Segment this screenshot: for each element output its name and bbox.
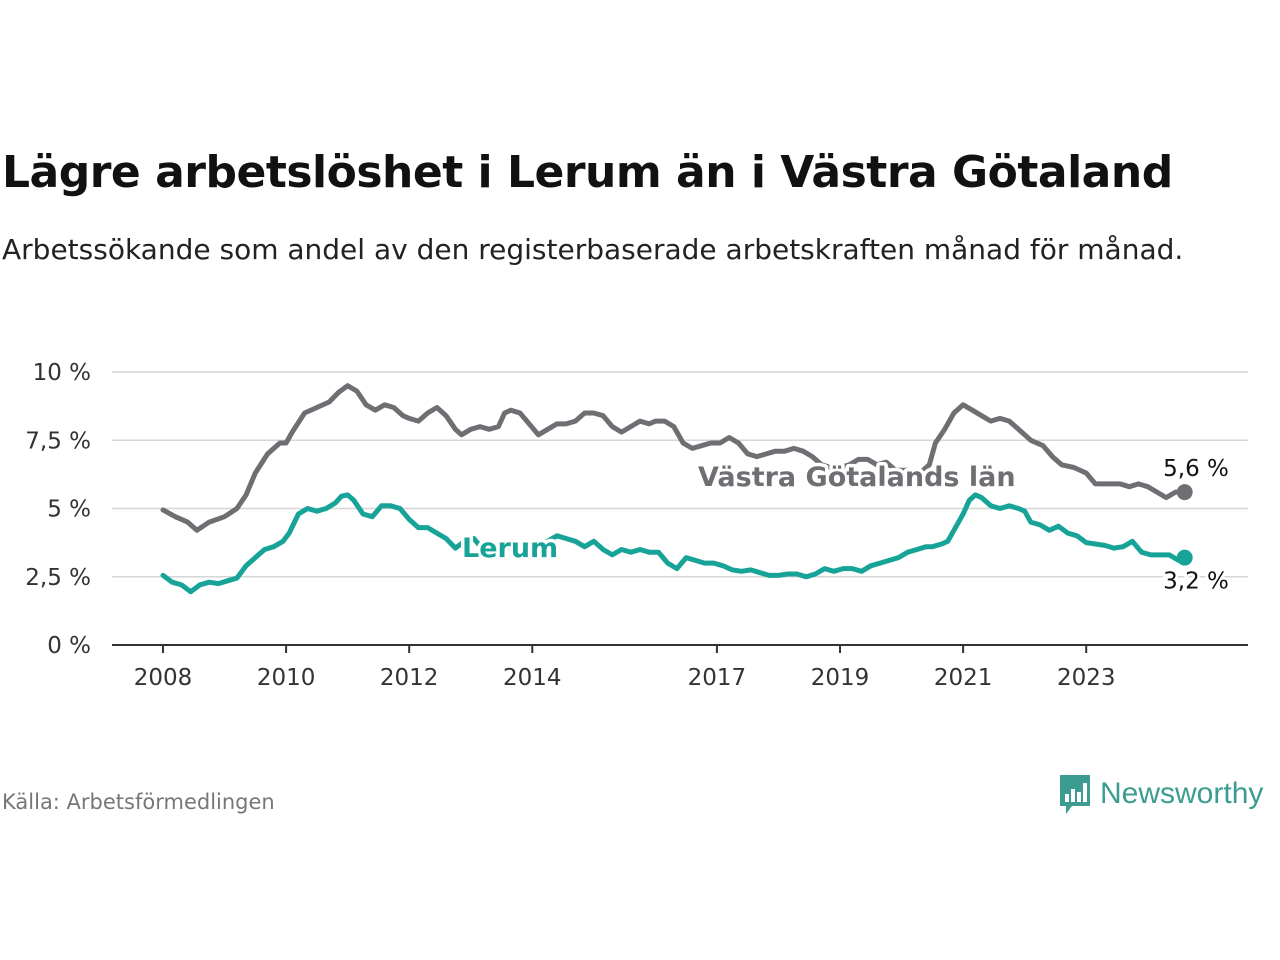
brand-name: Newsworthy: [1100, 777, 1264, 810]
end-value-label: 5,6 %: [1163, 456, 1229, 482]
source-note: Källa: Arbetsförmedlingen: [2, 790, 275, 814]
y-tick-label: 10 %: [33, 360, 91, 386]
series-line-vastra-gotaland: [160, 383, 1188, 533]
y-tick-label: 5 %: [47, 497, 91, 523]
x-tick-label: 2021: [934, 665, 993, 691]
end-value-label: 3,2 %: [1163, 569, 1229, 595]
series-line-lerum: [160, 492, 1188, 595]
x-tick-label: 2017: [688, 665, 747, 691]
x-tick-label: 2012: [380, 665, 439, 691]
y-tick-label: 0 %: [47, 633, 91, 659]
newsworthy-logo[interactable]: Newsworthy: [1058, 772, 1263, 816]
x-tick-label: 2010: [257, 665, 316, 691]
x-tick-label: 2014: [503, 665, 562, 691]
bar-chart-icon: [1060, 775, 1090, 814]
chart-title: Lägre arbetslöshet i Lerum än i Västra G…: [2, 147, 1173, 198]
x-tick-label: 2008: [134, 665, 193, 691]
chart-subtitle: Arbetssökande som andel av den registerb…: [2, 233, 1184, 266]
endpoint-dot: [1176, 484, 1193, 501]
series-label-lerum: Lerum: [462, 533, 558, 564]
line-chart: 0 % 2,5 % 5 % 7,5 % 10 % 2008 2010 2012 2014 2017…: [25, 360, 1248, 691]
series-label-vastra-gotaland: Västra Götalands län: [698, 462, 1016, 493]
x-tick-label: 2019: [811, 665, 870, 691]
endpoint-dot: [1176, 549, 1193, 566]
x-tick-label: 2023: [1057, 665, 1116, 691]
y-tick-label: 7,5 %: [25, 428, 91, 454]
y-tick-label: 2,5 %: [25, 565, 91, 591]
